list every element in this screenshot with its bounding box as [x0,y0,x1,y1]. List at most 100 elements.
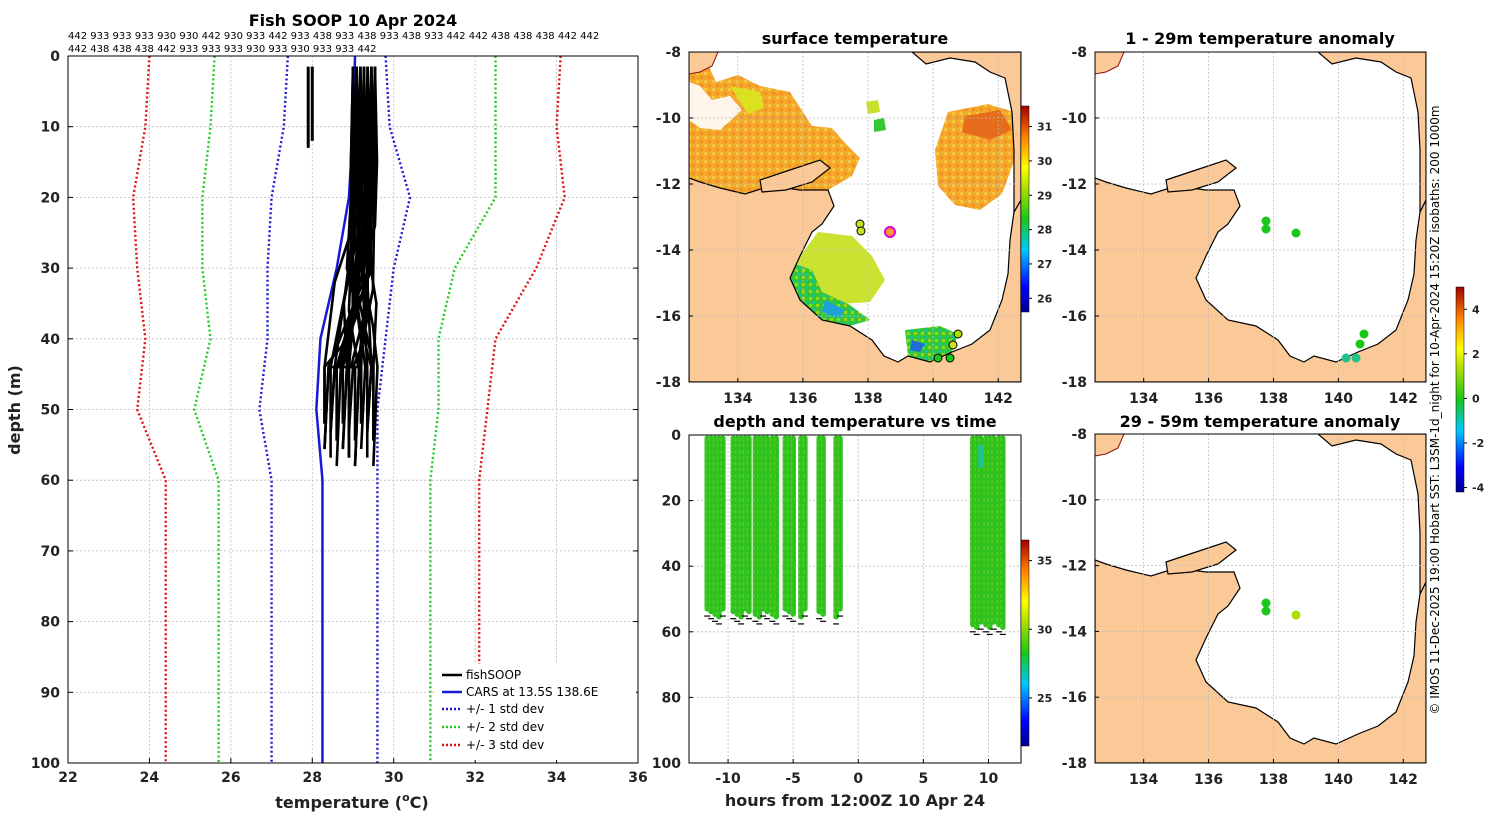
colorbar-tick-label: -4 [1472,482,1485,495]
sst-marker [953,329,963,339]
anomaly-marker [1291,228,1301,238]
y-tick-label: 90 [41,685,61,701]
colorbar-tick-label: 26 [1037,292,1053,305]
fishsoop-profile [347,66,377,433]
anomaly-colorbar-ticks: 4 2 0 -2 -4 [1464,303,1485,495]
anomaly-1-title: 1 - 29m temperature anomaly [1125,29,1395,48]
y-tick-label: -10 [1062,493,1088,509]
series--3-std [131,56,167,763]
sst-marker [884,226,896,238]
colorbar-tick-label: 0 [1472,392,1480,405]
sst-colorbar [1020,105,1030,313]
x-tick-label: 10 [979,771,999,787]
y-tick-label: 40 [41,332,61,348]
y-tick-label: -8 [1071,45,1087,61]
series--2-std [192,56,220,763]
sst-map: 134 136 138 140 142 -8 -10 -12 -14 -16 -18 surface… [656,29,1053,407]
anomaly-colorbar [1455,286,1465,493]
y-tick-label: -18 [1062,375,1087,391]
land-new-guinea [1317,52,1426,213]
anomaly-marker [1261,598,1271,608]
sst-map-ticks: 134 136 138 140 142 -8 -10 -12 -14 -16 -18 [656,45,1013,407]
series--2-std [429,56,497,763]
colorbar-tick-label: 28 [1037,224,1052,237]
y-tick-label: 60 [662,625,682,641]
depth-time-colorbar-ticks: 35 30 25 [1029,555,1053,705]
anomaly-marker [1261,216,1271,226]
footer-credit: © IMOS 11-Dec-2025 19:00 Hobart SST: L3S… [1428,105,1442,714]
sst-map-title: surface temperature [762,29,949,48]
y-tick-label: 60 [41,473,61,489]
y-tick-label: -8 [665,45,681,61]
y-tick-label: -12 [1062,177,1087,193]
x-tick-label: 140 [1324,772,1353,788]
profile-title: Fish SOOP 10 Apr 2024 [249,11,458,30]
x-tick-label: 138 [1259,391,1288,407]
x-tick-label: 142 [984,391,1013,407]
legend-std1: +/- 1 std dev [466,702,544,716]
profile-header-row-2: 442 438 438 438 442 933 933 933 930 933 … [68,44,377,55]
y-tick-label: 40 [662,559,682,575]
x-tick-label: 142 [1389,772,1418,788]
land-new-guinea [911,52,1021,215]
depth-time-title: depth and temperature vs time [713,412,996,431]
anomaly-2-title: 29 - 59m temperature anomaly [1120,412,1401,431]
colorbar-tick-label: 2 [1472,348,1480,361]
x-tick-label: 24 [140,770,160,786]
y-tick-label: -8 [1071,427,1087,443]
x-tick-label: -10 [715,771,741,787]
x-tick-label: 138 [1259,772,1288,788]
legend-cars: CARS at 13.5S 138.6E [466,685,598,699]
x-tick-label: 140 [1324,391,1353,407]
series--3-std [478,56,566,763]
y-tick-label: -18 [656,375,681,391]
colorbar-tick-label: 35 [1037,555,1052,568]
y-tick-label: -10 [656,111,682,127]
anomaly-marker [1291,610,1301,620]
land-new-guinea [1317,434,1426,595]
anomaly-1-ticks: 134 136 138 140 142 -8 -10 -12 -14 -16 -18 [1062,45,1418,407]
land-australia [1095,559,1426,763]
colorbar-tick-label: -2 [1472,437,1484,450]
depth-time-casts [704,435,1006,636]
y-tick-label: -12 [656,177,681,193]
x-tick-label: 142 [1389,391,1418,407]
anomaly-1-29m-map: 134 136 138 140 142 -8 -10 -12 -14 -16 -18 1 - 29m… [1062,29,1485,495]
y-tick-label: 50 [41,403,61,419]
y-tick-label: 0 [50,49,60,65]
y-tick-label: 10 [41,120,61,136]
land-australia [689,177,1021,382]
x-tick-label: 134 [1129,391,1158,407]
colorbar-tick-label: 29 [1037,189,1052,202]
profile-legend: fishSOOP CARS at 13.5S 138.6E +/- 1 std … [436,664,636,760]
colorbar-tick-label: 31 [1037,121,1052,134]
anomaly-29-59m-map: 134 136 138 140 142 -8 -10 -12 -14 -16 -18 29 - 59… [1062,412,1427,788]
x-tick-label: 140 [919,391,948,407]
y-tick-label: -16 [1062,309,1087,325]
x-tick-label: 134 [1129,772,1158,788]
y-tick-label: 100 [652,756,681,772]
x-tick-label: 136 [1194,391,1223,407]
x-tick-label: 34 [547,770,567,786]
sst-marker [948,340,958,350]
anomaly-marker [1261,224,1271,234]
y-tick-label: 70 [41,544,61,560]
anomaly-marker [1341,353,1351,363]
sst-patch-north [689,58,860,194]
y-tick-label: -14 [1062,243,1088,259]
legend-std2: +/- 2 std dev [466,720,544,734]
y-tick-label: -16 [656,309,681,325]
sst-colorbar-ticks: 31 30 29 28 27 26 [1029,121,1053,305]
series--1-std [376,56,412,763]
y-tick-label: 80 [662,690,682,706]
fishsoop-profile [341,66,355,450]
y-tick-label: -14 [1062,624,1088,640]
colorbar-tick-label: 30 [1037,623,1053,636]
profile-x-ticks: 22 24 26 28 30 32 34 36 [58,758,648,786]
y-tick-label: -14 [656,243,682,259]
anomaly-2-ticks: 134 136 138 140 142 -8 -10 -12 -14 -16 -18 [1062,427,1418,788]
sst-marker [945,353,955,363]
